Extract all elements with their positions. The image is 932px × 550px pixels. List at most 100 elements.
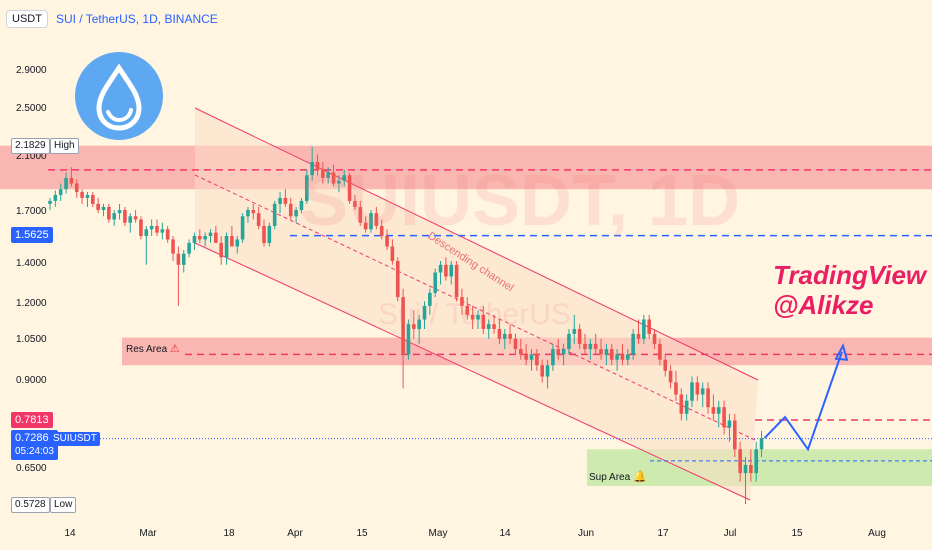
candle-body — [192, 236, 197, 243]
candle-body — [588, 343, 593, 350]
candle-body — [545, 365, 550, 377]
candle-body — [149, 225, 154, 230]
candle-body — [219, 242, 223, 258]
candle-body — [198, 236, 202, 240]
candle-body — [310, 162, 314, 176]
candle-body — [722, 407, 726, 428]
candle-body — [519, 349, 523, 355]
candle-body — [390, 246, 395, 262]
y-tick: 0.6500 — [16, 463, 47, 474]
candle-body — [363, 222, 368, 230]
candle-body — [417, 319, 421, 329]
candle-body — [299, 200, 304, 211]
candle-body — [604, 349, 609, 355]
candle-body — [165, 229, 170, 240]
candle-body — [754, 449, 758, 474]
candle-body — [502, 333, 507, 339]
candle-body — [379, 225, 384, 237]
candle-body — [305, 175, 309, 201]
bell-icon: 🔔 — [632, 471, 647, 483]
candle-body — [58, 189, 63, 195]
candle-body — [48, 200, 52, 204]
candle-body — [524, 354, 528, 360]
candle-body — [176, 253, 181, 265]
candle-body — [759, 438, 764, 450]
candle-body — [123, 210, 127, 223]
y-tick: 1.4000 — [16, 258, 47, 269]
candle-body — [470, 314, 475, 320]
red-line-tag: 0.7813 — [11, 412, 53, 428]
candle-body — [240, 216, 245, 240]
candle-body — [139, 219, 143, 237]
low-label: Low — [50, 497, 77, 513]
candle-body — [208, 232, 213, 237]
candle-body — [353, 200, 357, 207]
candle-body — [663, 359, 668, 371]
candle-body — [492, 324, 496, 329]
candle-body — [551, 349, 555, 366]
y-tick: 2.1000 — [16, 151, 47, 162]
currency-button[interactable]: USDT — [6, 10, 48, 28]
candle-body — [642, 319, 646, 339]
candle-body — [117, 210, 122, 214]
blue-line-tag: 1.5625 — [11, 227, 53, 243]
candle-body — [262, 225, 266, 243]
high-price-tag: 2.1829 — [11, 138, 50, 154]
candle-body — [315, 162, 320, 170]
candle-body — [454, 264, 459, 298]
candle-body — [706, 388, 710, 408]
candle-body — [53, 194, 58, 201]
candle-body — [144, 229, 149, 237]
candle-body — [230, 236, 234, 247]
candle-body — [69, 177, 74, 184]
candle-body — [658, 343, 662, 360]
candle-body — [107, 206, 111, 220]
candle-body — [422, 305, 427, 320]
candle-body — [460, 297, 464, 306]
symbol-title: SUI / TetherUS, 1D, BINANCE — [55, 12, 218, 26]
x-tick: May — [428, 528, 448, 539]
candle-body — [529, 354, 534, 360]
candle-body — [395, 261, 400, 298]
projection-path — [763, 351, 843, 452]
low-value: 0.5728 — [15, 499, 46, 510]
candle-body — [278, 197, 282, 204]
candle-body — [572, 328, 577, 334]
last-symbol-tag: SUIUSDT — [50, 432, 100, 446]
res-area-label: Res Area ⚠ — [126, 342, 180, 355]
x-tick: 17 — [657, 528, 669, 539]
candle-body — [561, 349, 566, 355]
candle-body — [133, 216, 138, 220]
last-price-value: 0.7286 — [15, 432, 49, 444]
candle-body — [508, 333, 512, 339]
candle-body — [733, 420, 737, 450]
channel-mid-line — [194, 174, 756, 441]
candle-body — [749, 464, 753, 474]
res-area-text: Res Area — [126, 344, 168, 355]
candle-body — [636, 333, 641, 339]
sup-area-label: Sup Area 🔔 — [589, 470, 647, 483]
candle-body — [342, 175, 347, 181]
candle-body — [567, 333, 571, 350]
candle-body — [615, 354, 619, 360]
candle-body — [497, 328, 502, 339]
candle-body — [401, 297, 405, 355]
candle-body — [631, 333, 635, 355]
x-tick: Jul — [723, 528, 737, 539]
candle-body — [181, 253, 186, 265]
candle-body — [288, 203, 293, 217]
y-tick: 2.5000 — [16, 103, 47, 114]
candle-body — [535, 354, 539, 366]
projection-arrowhead — [834, 343, 849, 361]
candle-body — [577, 328, 582, 344]
candle-body — [690, 382, 694, 401]
candle-body — [64, 177, 68, 190]
zone-0 — [0, 145, 932, 190]
chart-header: USDT SUI / TetherUS, 1D, BINANCE — [6, 8, 218, 30]
candle-body — [583, 343, 587, 350]
x-tick: 14 — [64, 528, 76, 539]
countdown: 05:24:03 — [15, 446, 54, 457]
droplet-icon — [96, 63, 142, 131]
